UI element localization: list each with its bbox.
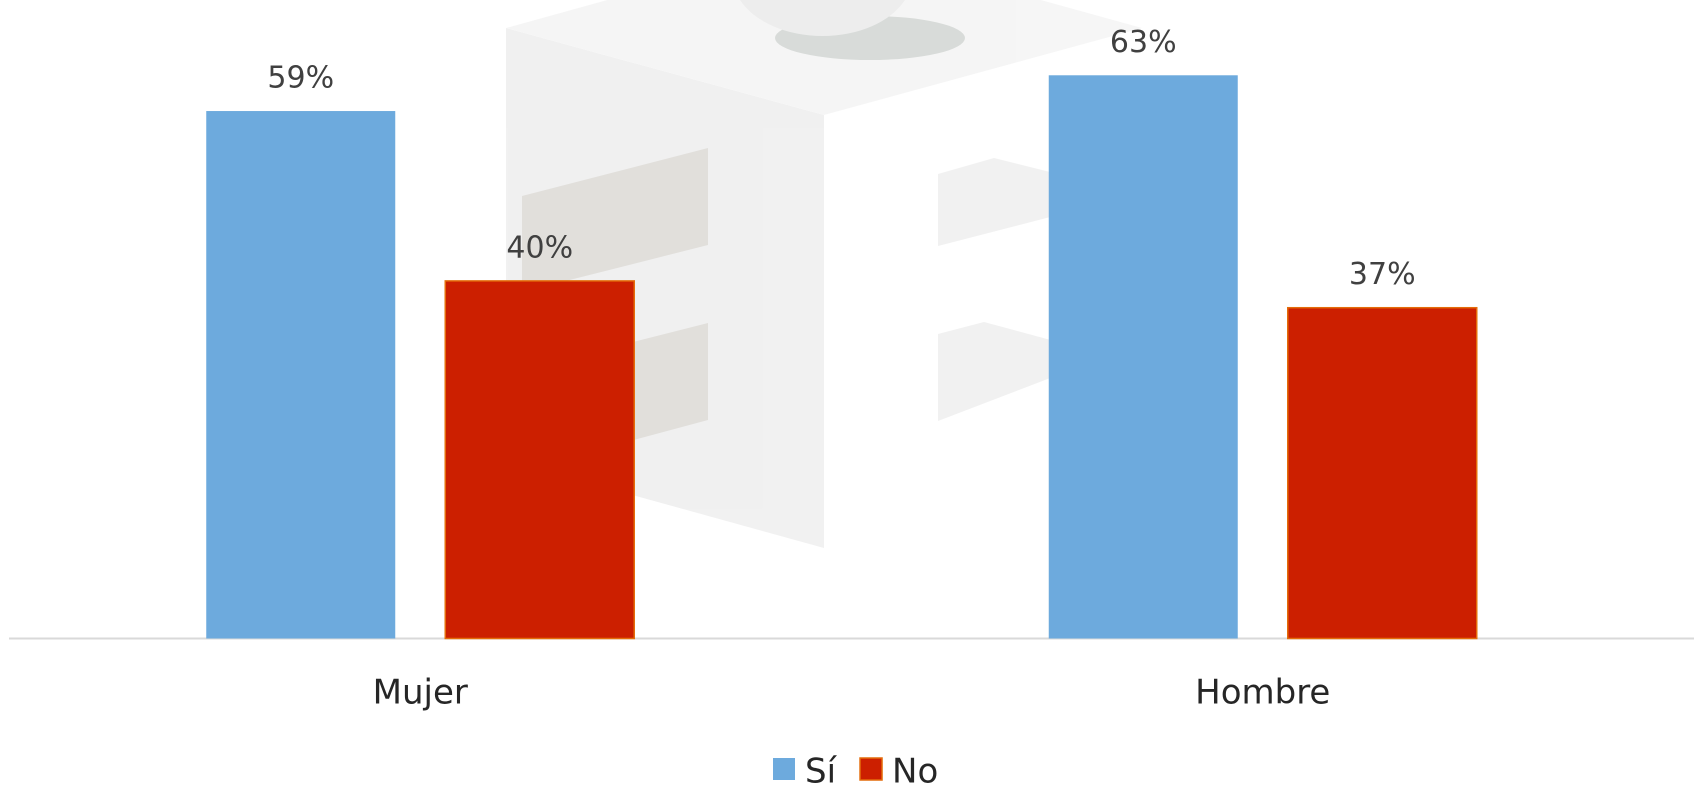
value-label: 37%: [1349, 257, 1416, 292]
legend-swatch: [773, 758, 795, 780]
bar: [445, 281, 634, 639]
legend-label: No: [892, 752, 938, 789]
bar: [206, 111, 395, 638]
page: {"chart_data": {"type": "bar", "categori…: [0, 0, 1694, 789]
x-tick-label: Hombre: [1195, 673, 1330, 713]
legend-label: Sí: [805, 752, 838, 789]
x-tick-label: Mujer: [373, 673, 468, 713]
bar: [1288, 308, 1477, 639]
bar: [1049, 75, 1238, 638]
value-label: 63%: [1110, 25, 1177, 60]
value-label: 40%: [506, 230, 573, 265]
legend-swatch: [860, 758, 882, 780]
value-label: 59%: [267, 61, 334, 96]
chart: Mujer 59% 40% Hombre 63% 37% Sí No: [0, 0, 1694, 789]
